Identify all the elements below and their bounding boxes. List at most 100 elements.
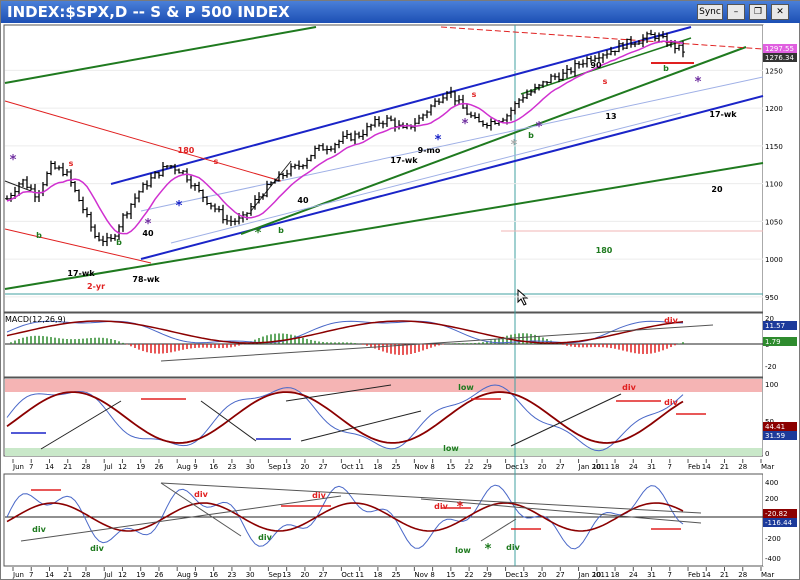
cci-annotation: low [455,546,471,555]
stoch-trendline [300,410,422,442]
x-tick-label: 7 [668,571,672,579]
x-tick-label: 21 [63,463,72,471]
x-tick-label: 24 [629,463,638,471]
macd-signal-line [6,320,684,344]
cci-tick-label: -400 [765,555,781,563]
x-tick-label: 31 [647,571,656,579]
x-tick-label: 18 [373,571,382,579]
price-annotation: 20 [711,185,723,194]
cci-tick-label: 200 [765,495,778,503]
x-tick-label: 15 [446,571,455,579]
x-tick-label: Aug [177,463,191,471]
stoch-annotation: low [443,444,459,453]
stoch-trendline [200,400,257,442]
x-tick-label: 14 [702,463,711,471]
moving-average-line [6,40,684,235]
stoch-annotation: div [622,383,636,392]
x-tick-label: 27 [319,463,328,471]
stoch-flag-label: 44.41 [765,423,785,431]
x-tick-label: 16 [209,463,218,471]
x-tick-label: Nov [414,571,428,579]
x-tick-label: Jul [103,463,113,471]
cci-slow-line [6,502,684,532]
stoch-d-line [6,391,684,444]
macd-tick-label: 20 [765,315,774,323]
cci-tick-label: -200 [765,535,781,543]
x-tick-label: Dec [506,571,520,579]
x-tick-label: 27 [556,463,565,471]
price-annotation: b [116,238,122,247]
sync-button[interactable]: Sync [697,4,723,20]
x-axis-upper: Jun 7 14 21 28 Jul 12 19 26 Aug 9 16 23 30 Sep 13 20 27 Oc… [12,459,774,471]
price-tick-label: 950 [765,294,778,302]
price-axis-labels: 950 1000 1050 1100 1150 1200 1250 1297.551276.3… [763,44,797,302]
price-trendlines [4,26,764,290]
price-annotation: b [36,231,42,240]
x-tick-label: 11 [355,571,364,579]
stoch-tick-label: 100 [765,381,778,389]
x-tick-label: 13 [519,571,528,579]
price-flag-label: 1297.55 [765,45,794,53]
x-tick-label: 28 [82,463,91,471]
star-marker-icon: * [536,120,543,135]
price-tick-label: 1100 [765,181,783,189]
price-annotation: 13 [605,112,616,121]
x-tick-label: 8 [430,571,434,579]
x-tick-label: 26 [154,463,163,471]
close-icon[interactable]: ✕ [771,4,789,20]
macd-flag [763,321,797,330]
title-bar[interactable]: INDEX:$SPX,D -- S & P 500 INDEX Sync – ❐… [1,1,800,23]
x-tick-label: Sep [268,463,282,471]
x-tick-label: 22 [465,463,474,471]
x-tick-label: Mar [761,571,774,579]
price-annotation: s [472,90,477,99]
price-annotation: 180 [178,146,195,155]
x-tick-label: 26 [154,571,163,579]
restore-icon[interactable]: ❐ [749,4,767,20]
mouse-pointer-icon [517,288,529,306]
cci-flag-label: -20.82 [765,510,788,518]
price-annotation: 78-wk [132,275,160,284]
x-tick-label: 19 [136,463,145,471]
price-annotation: 40 [297,196,309,205]
cci-trendline [480,518,517,542]
minimize-icon[interactable]: – [727,4,745,20]
macd-flag-label: 1.79 [765,338,781,346]
x-tick-label: 15 [446,463,455,471]
cci-annotation: div [32,525,46,534]
cci-trendline [160,482,702,514]
cci-annotation: div [434,502,448,511]
stoch-tick-label: 0 [765,450,769,458]
cci-flag [763,518,797,527]
macd-flag-label: 11.57 [765,322,785,330]
x-tick-label: Jun [12,463,24,471]
cci-tick-label: 400 [765,479,778,487]
x-tick-label: 25 [392,463,401,471]
price-grid [5,69,763,298]
x-tick-label: Feb [688,571,701,579]
x-tick-label: 29 [483,463,492,471]
price-annotation: b [663,64,669,73]
overbought-zone [5,379,762,392]
x-tick-label: 7 [29,463,33,471]
x-tick-label: 24 [629,571,638,579]
x-tick-label: Jan 2011 [578,571,610,579]
price-annotation: 180 [596,246,613,255]
price-flag [763,44,797,53]
x-tick-label: 28 [738,463,747,471]
star-marker-icon: * [10,153,17,168]
x-tick-label: 21 [720,463,729,471]
x-tick-label: 8 [430,463,434,471]
x-tick-label: 7 [668,463,672,471]
x-tick-label: 10 [592,571,601,579]
price-annotation: 90 [590,61,602,70]
cci-trendline [20,495,342,542]
x-tick-label: 14 [45,571,54,579]
price-tick-label: 1250 [765,67,783,75]
price-annotation: b [278,226,284,235]
x-tick-label: 10 [592,463,601,471]
x-tick-label: 27 [319,571,328,579]
